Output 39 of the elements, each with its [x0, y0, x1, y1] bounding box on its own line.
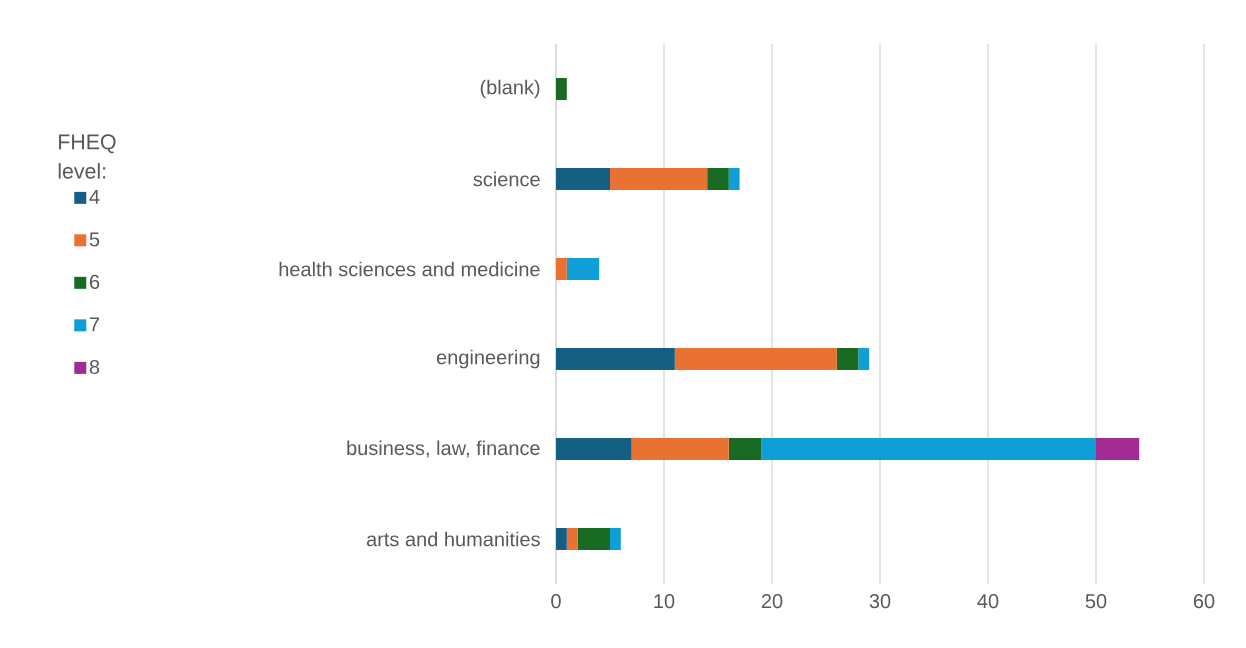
bar	[674, 348, 837, 370]
bar	[1096, 437, 1140, 460]
bar	[566, 528, 578, 550]
bar	[556, 258, 567, 280]
y-tick-label: science	[473, 171, 540, 187]
y-tick-label: arts and humanities	[366, 531, 540, 547]
legend-label: 6	[89, 274, 100, 289]
x-tick-label: 0	[551, 594, 561, 609]
bar	[836, 348, 859, 370]
x-tick-label: 50	[1085, 594, 1107, 609]
bar	[566, 258, 600, 280]
bar	[556, 437, 632, 460]
bar	[556, 168, 610, 190]
x-tick-label: 20	[761, 594, 783, 609]
legend-label: 5	[89, 232, 100, 247]
legend-label: 4	[89, 190, 100, 204]
bar	[556, 78, 567, 100]
bar	[858, 348, 870, 370]
y-tick-label: engineering	[436, 349, 540, 369]
y-tick-label: (blank)	[480, 79, 540, 99]
x-tick-label: 40	[977, 594, 999, 609]
bar	[631, 437, 729, 460]
bar	[728, 168, 740, 190]
bar	[556, 528, 567, 550]
bar	[707, 168, 729, 190]
bar	[556, 348, 675, 370]
bar	[577, 528, 610, 550]
x-tick-label: 30	[869, 594, 891, 609]
x-tick-label: 60	[1193, 594, 1215, 609]
legend-label: 7	[89, 317, 100, 332]
y-tick-label: business, law, finance	[347, 440, 540, 458]
legend-title: FHEQ level:	[58, 134, 116, 179]
bar	[761, 437, 1096, 460]
bar	[728, 437, 762, 460]
y-tick-label: health sciences and medicine	[279, 261, 540, 277]
bar	[610, 528, 621, 550]
bar	[610, 168, 708, 190]
legend-label: 8	[89, 359, 100, 375]
x-tick-label: 10	[654, 594, 675, 609]
